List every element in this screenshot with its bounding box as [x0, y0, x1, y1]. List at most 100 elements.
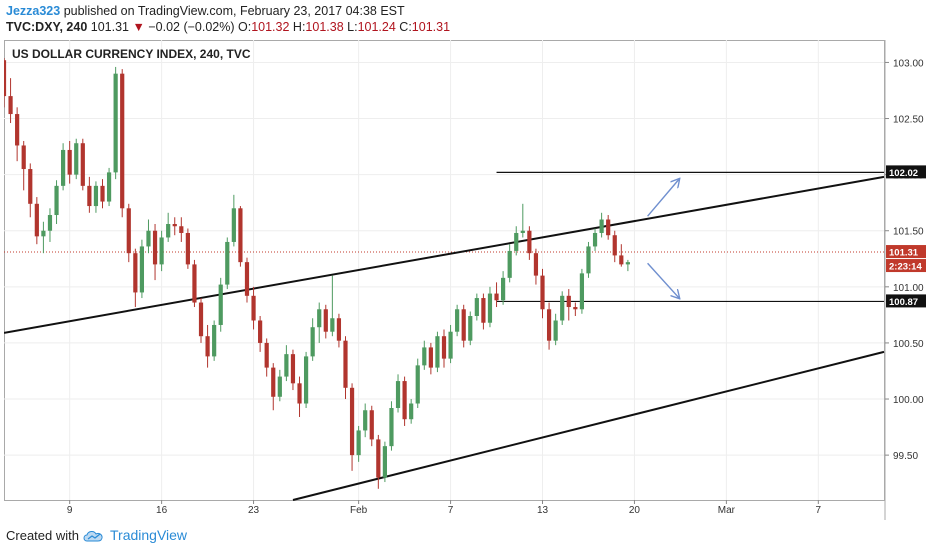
x-tick-label: 20	[629, 505, 641, 516]
price-label-text: 101.31	[889, 248, 919, 259]
y-tick-label: 100.00	[893, 395, 924, 406]
candle-body	[422, 347, 427, 366]
candle-body	[166, 224, 171, 238]
candle-body	[540, 275, 545, 310]
x-tick-label: Mar	[718, 505, 736, 516]
x-tick-label: 23	[248, 505, 260, 516]
publish-line: Jezza323 published on TradingView.com, F…	[6, 4, 405, 18]
candle-body	[606, 219, 611, 236]
candle-body	[395, 381, 401, 408]
candle-body	[120, 73, 125, 209]
candle-body	[218, 284, 223, 325]
candle-body	[409, 403, 414, 420]
candle-body	[284, 354, 289, 377]
price-label-box	[886, 165, 926, 179]
candle-body	[100, 185, 105, 202]
candle-body	[159, 237, 164, 265]
y-tick-label: 101.50	[893, 227, 924, 238]
up-arrow[interactable]	[647, 179, 680, 217]
candle-body	[258, 320, 263, 343]
high-label: H:	[292, 20, 306, 34]
chart-area[interactable]: 99.50100.00100.50101.00101.50102.00102.5…	[1, 40, 928, 520]
candle-body	[455, 309, 460, 332]
candle-body	[238, 208, 243, 263]
candle-body	[402, 381, 407, 420]
upper-channel-line[interactable]	[3, 175, 885, 334]
candle-body	[546, 309, 552, 341]
candle-body	[93, 185, 99, 207]
candles-layer	[1, 57, 630, 489]
candle-body	[625, 262, 630, 265]
y-tick-label: 102.50	[893, 115, 924, 126]
x-tick-label: Feb	[350, 505, 368, 516]
candle-body	[231, 208, 236, 242]
candle-body	[507, 250, 512, 278]
candle-body	[212, 324, 217, 357]
time-axis[interactable]: 9 16 23 Feb 7 13 20 Mar 7	[67, 500, 822, 516]
author-link[interactable]: Jezza323	[6, 4, 61, 18]
candle-body	[198, 302, 204, 337]
tradingview-brand[interactable]: TradingView	[110, 527, 188, 543]
tradingview-cloud-icon[interactable]	[82, 528, 106, 544]
y-tick-label: 100.50	[893, 339, 924, 350]
candle-body	[527, 230, 532, 254]
candle-body	[428, 347, 433, 368]
chart-title: US DOLLAR CURRENCY INDEX, 240, TVC	[12, 47, 251, 61]
candle-body	[441, 336, 447, 359]
candle-body	[619, 255, 624, 265]
candle-body	[415, 365, 420, 404]
candle-body	[579, 273, 585, 310]
candlestick-chart[interactable]: 99.50100.00100.50101.00101.50102.00102.5…	[1, 40, 928, 520]
x-tick-label: 9	[67, 505, 73, 516]
candle-body	[8, 96, 13, 115]
candle-body	[586, 246, 591, 274]
candle-body	[152, 230, 158, 265]
x-tick-label: 7	[448, 505, 454, 516]
candle-body	[139, 246, 145, 293]
price-label-box	[886, 245, 926, 259]
candle-body	[1, 60, 7, 97]
candle-body	[343, 340, 348, 388]
open-value: 101.32	[251, 20, 290, 34]
candle-body	[290, 354, 296, 384]
candle-body	[349, 387, 355, 456]
candle-body	[271, 367, 276, 397]
candle-body	[520, 230, 525, 233]
candle-body	[205, 336, 210, 357]
close-label: C:	[399, 20, 412, 34]
candle-body	[28, 169, 33, 204]
x-tick-label: 13	[537, 505, 549, 516]
price-label-box	[886, 259, 926, 273]
lower-channel-line[interactable]	[292, 350, 885, 501]
candle-body	[494, 293, 499, 301]
candle-body	[592, 232, 598, 247]
candle-body	[41, 230, 46, 237]
candle-body	[179, 226, 184, 233]
candle-body	[356, 430, 361, 456]
low-label: L:	[347, 20, 358, 34]
candle-body	[87, 185, 92, 207]
x-tick-label: 16	[156, 505, 168, 516]
price-label-text: 2:23:14	[889, 262, 922, 273]
candle-body	[310, 327, 315, 357]
candle-body	[47, 215, 53, 231]
candle-body	[106, 172, 112, 202]
candle-body	[172, 224, 177, 227]
candle-body	[297, 383, 302, 404]
price-label-text: 100.87	[889, 297, 918, 308]
y-tick-label: 103.00	[893, 58, 924, 69]
candle-body	[612, 235, 617, 256]
candle-body	[461, 309, 466, 341]
price-label-text: 102.02	[889, 168, 918, 179]
candle-body	[15, 114, 20, 146]
candle-body	[382, 446, 387, 478]
candle-body	[599, 219, 604, 233]
candle-body	[336, 318, 342, 341]
candle-body	[435, 336, 440, 368]
price-axis[interactable]: 99.50100.00100.50101.00101.50102.00102.5…	[885, 58, 926, 462]
down-arrow[interactable]	[647, 262, 680, 298]
candle-body	[67, 149, 72, 175]
candle-body	[487, 293, 493, 323]
candle-body	[323, 309, 328, 332]
candle-body	[533, 253, 539, 276]
